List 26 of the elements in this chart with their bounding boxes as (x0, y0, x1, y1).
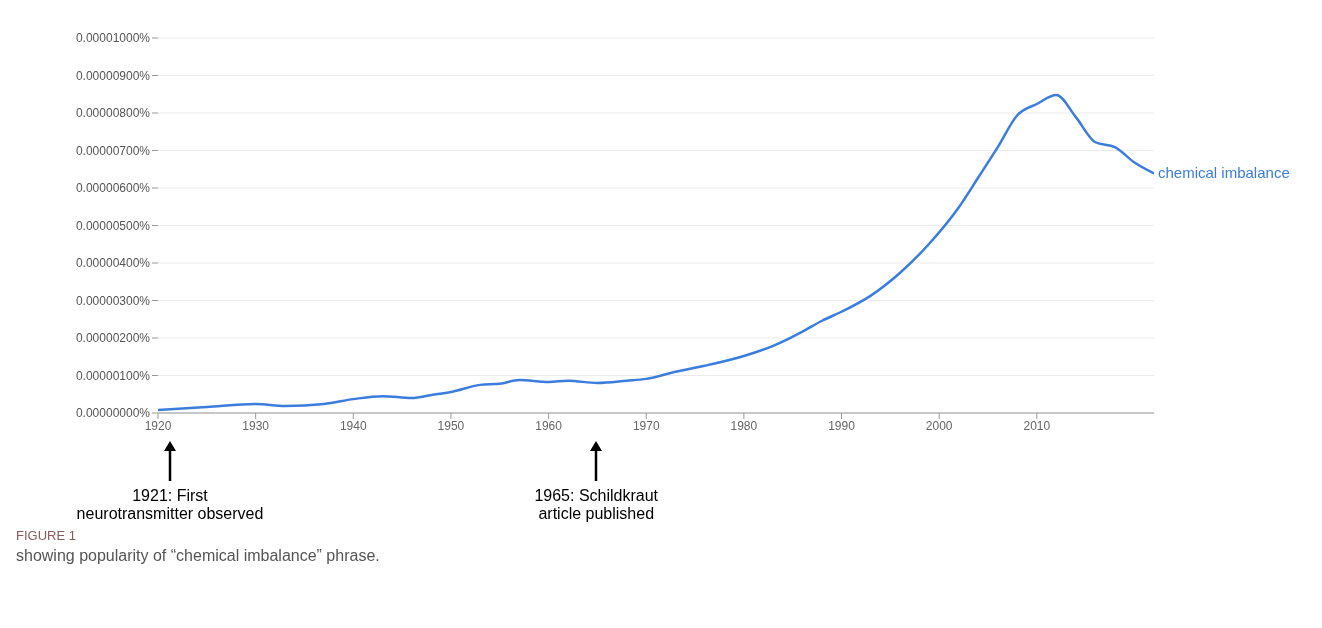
y-tick-label: 0.00000300% (75, 293, 151, 308)
x-tick-label: 1920 (144, 418, 172, 433)
x-tick-label: 1950 (437, 418, 465, 433)
y-tick-label: 0.00000800% (75, 106, 151, 121)
y-tick-label: 0.00000000% (75, 406, 151, 421)
y-tick-label: 0.00000400% (75, 256, 151, 271)
x-tick-label: 1940 (339, 418, 367, 433)
y-tick-label: 0.00000500% (75, 218, 151, 233)
text: showing popularity of “chemical imbalance” phrase. (16, 547, 381, 565)
text: 1965: Schildkraut article published (533, 487, 660, 523)
y-tick-label: 0.00000200% (75, 331, 151, 346)
x-tick-label: 1960 (535, 418, 563, 433)
y-tick-label: 0.00000900% (75, 68, 151, 83)
series-label: chemical imbalance (1158, 164, 1290, 182)
x-tick-label: 1990 (828, 418, 856, 433)
y-tick-label: 0.00000600% (75, 181, 151, 196)
x-tick-label: 1970 (632, 418, 660, 433)
x-tick-label: 1930 (242, 418, 270, 433)
y-tick-label: 0.00000100% (75, 368, 151, 383)
x-tick-label: 2010 (1023, 418, 1051, 433)
y-tick-label: 0.00000700% (75, 143, 151, 158)
caption: FIGURE 1 (16, 528, 77, 543)
y-tick-label: 0.00001000% (75, 31, 151, 46)
x-tick-label: 1980 (730, 418, 758, 433)
text: 1921: First neurotransmitter observed (75, 487, 265, 523)
x-tick-label: 2000 (925, 418, 953, 433)
